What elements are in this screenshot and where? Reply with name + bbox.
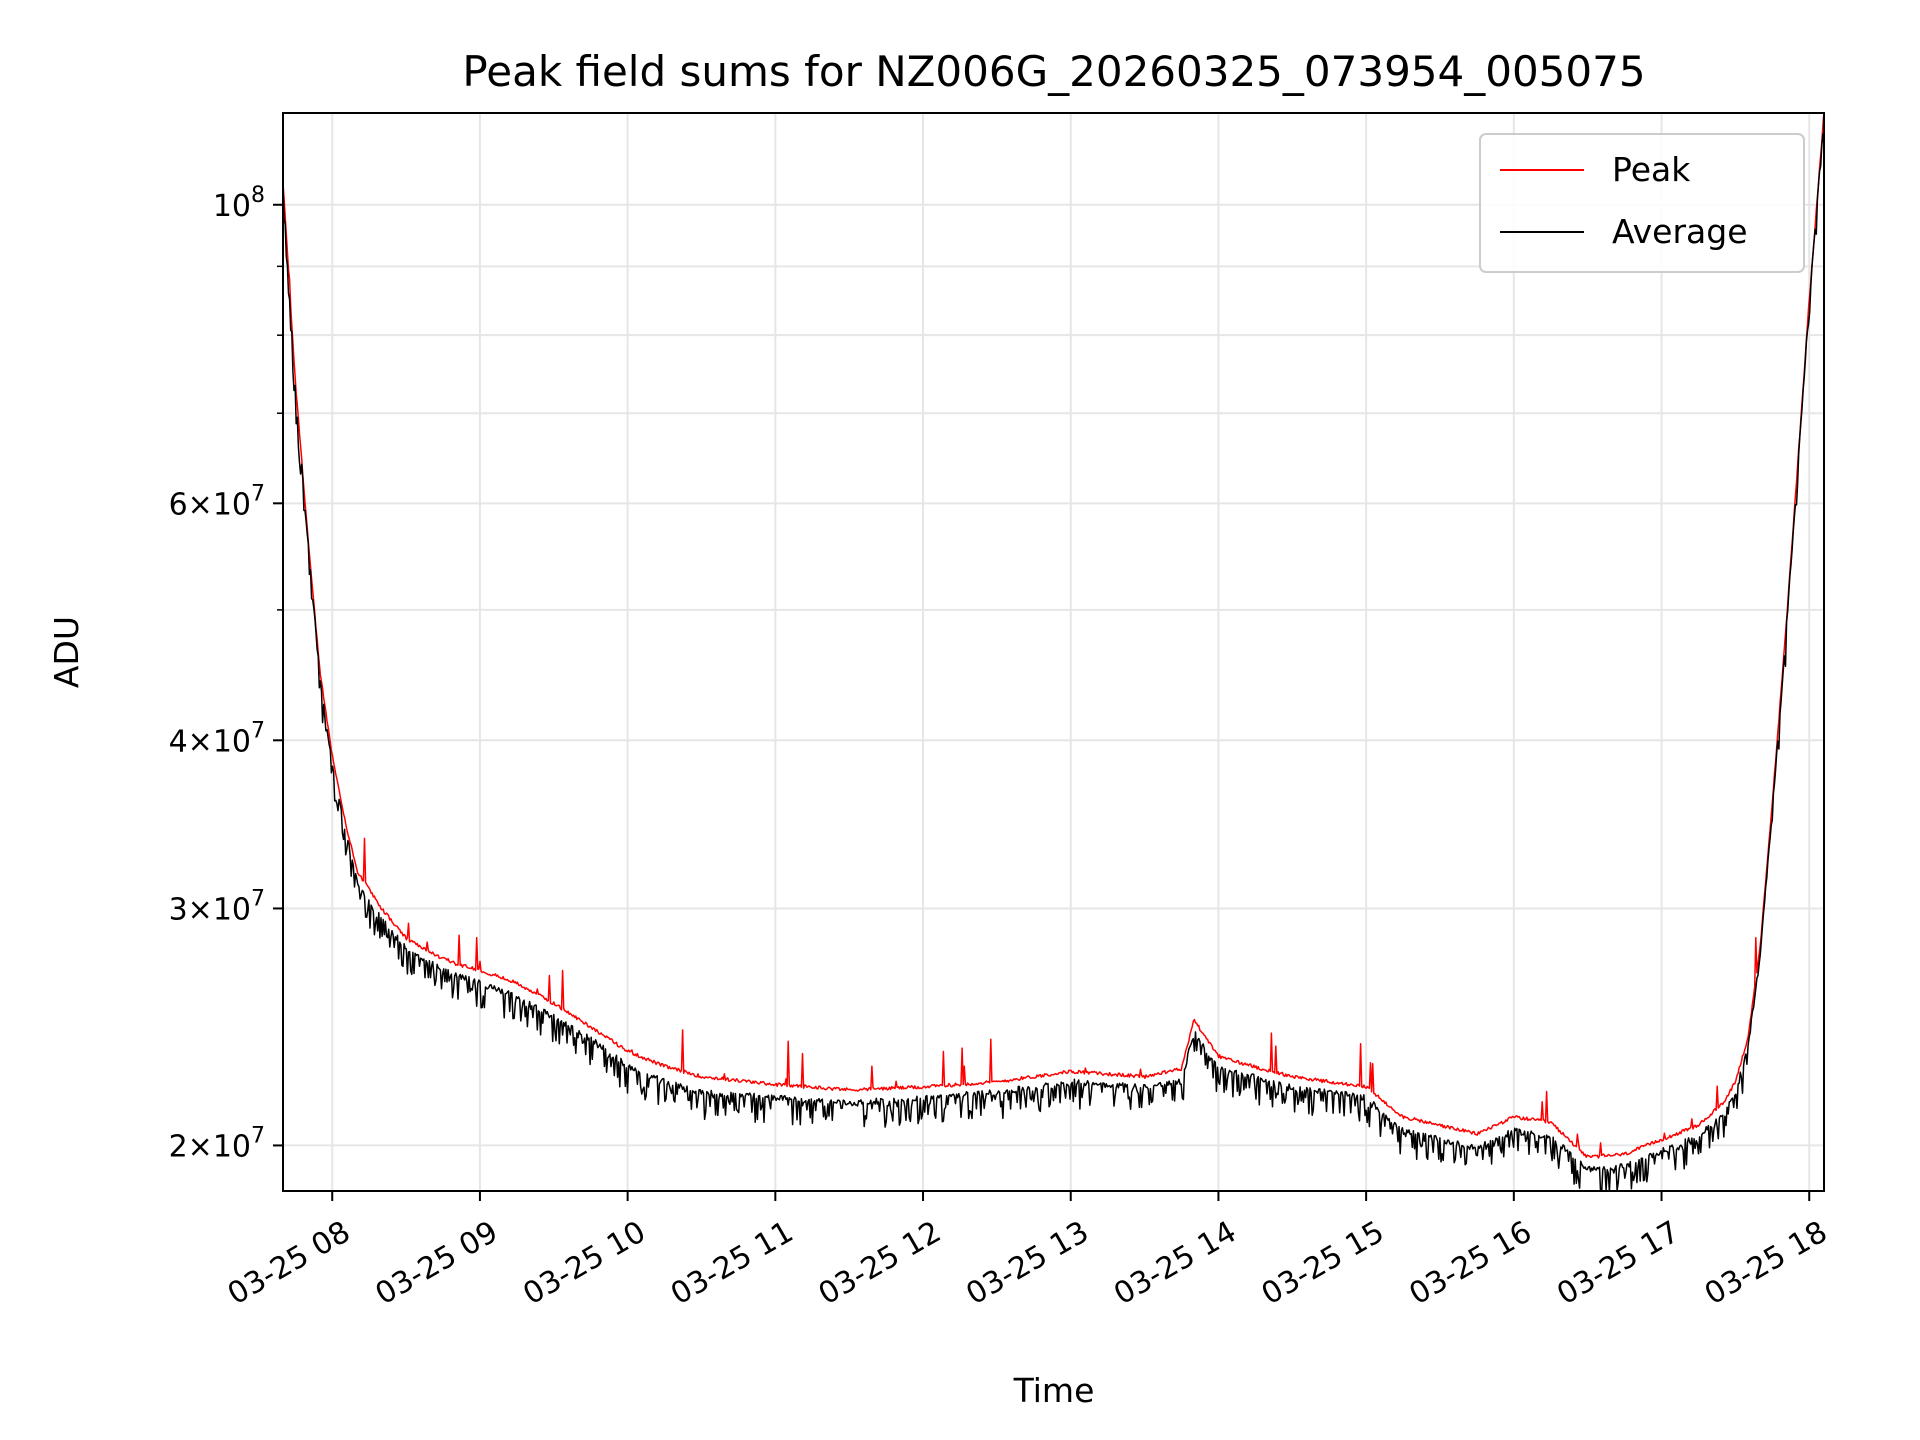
- y-axis: 108 6×107 4×107 3×107 2×107: [169, 183, 283, 1164]
- y-tick-label: 6×107: [169, 481, 265, 522]
- plot-frame: [282, 112, 1825, 1192]
- plot-lines: [283, 113, 1824, 1191]
- y-tick-label: 4×107: [169, 718, 265, 759]
- x-axis-title: Time: [1013, 1371, 1095, 1410]
- series-line-peak: [283, 113, 1824, 1159]
- y-axis-title: ADU: [47, 616, 86, 688]
- chart-title: Peak field sums for NZ006G_20260325_0739…: [462, 47, 1645, 96]
- legend-label-average: Average: [1612, 212, 1748, 251]
- legend-label-peak: Peak: [1612, 150, 1691, 189]
- y-tick-label: 2×107: [169, 1123, 265, 1164]
- series-line-average: [283, 133, 1824, 1191]
- y-tick-label: 108: [213, 183, 265, 224]
- y-tick-label: 3×107: [169, 886, 265, 927]
- legend: Peak Average: [1479, 133, 1805, 273]
- legend-box: [1479, 133, 1805, 273]
